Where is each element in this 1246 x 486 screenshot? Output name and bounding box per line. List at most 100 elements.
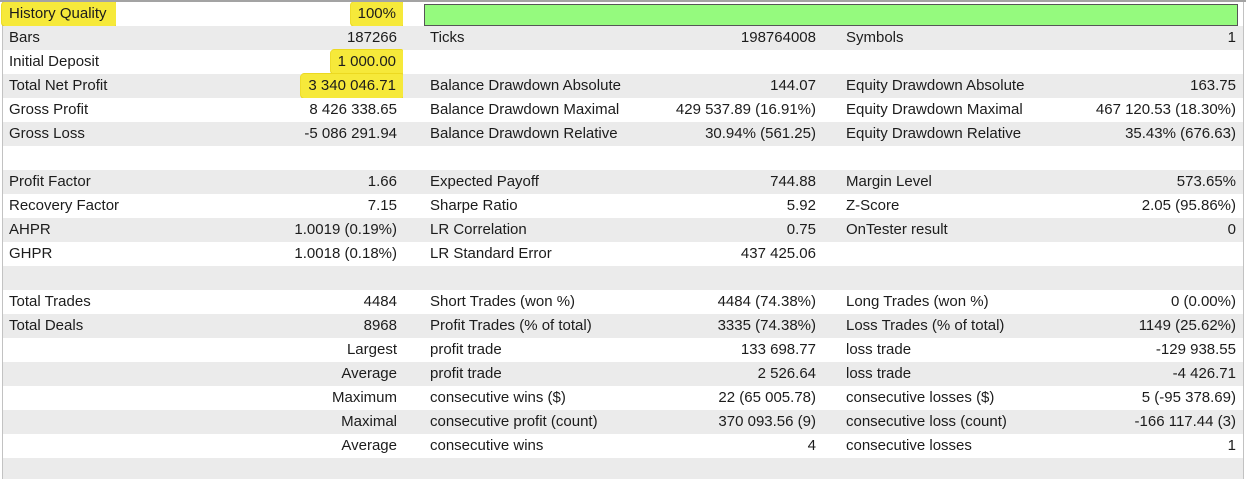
report-cell-col2: profit trade 2 526.64 — [430, 362, 816, 386]
report-cell-col3: Equity Drawdown Absolute 163.75 — [846, 74, 1236, 98]
table-row: AHPR 1.0019 (0.19%) LR Correlation 0.75 OnTe… — [3, 218, 1243, 242]
metric-label: Profit Trades (% of total) — [430, 317, 592, 334]
metric-value: 1.0018 (0.18%) — [294, 245, 397, 262]
report-cell-col2: LR Standard Error 437 425.06 — [430, 242, 816, 266]
metric-value: 3335 (74.38%) — [717, 317, 816, 334]
report-table: History Quality 100% Bars 187266 Ticks 198764… — [2, 2, 1244, 479]
report-cell-col1: Maximal — [3, 410, 397, 434]
table-row: Maximal consecutive profit (count) 370 093… — [3, 410, 1243, 434]
metric-label: Equity Drawdown Absolute — [846, 77, 1025, 94]
metric-value: 8968 — [363, 317, 397, 334]
metric-value: 4484 — [363, 293, 397, 310]
metric-label: Total Net Profit — [9, 77, 108, 94]
report-cell-col2: Short Trades (won %) 4484 (74.38%) — [430, 290, 816, 314]
table-row: Total Deals 8968 Profit Trades (% of total… — [3, 314, 1243, 338]
metric-value: 2 526.64 — [757, 365, 816, 382]
metric-value: 1 — [1227, 29, 1236, 46]
report-cell-col1: Largest — [3, 338, 397, 362]
metric-value: 144.07 — [770, 77, 816, 94]
metric-label: Initial Deposit — [9, 53, 100, 70]
table-row: Initial Deposit 1 000.00 — [3, 50, 1243, 74]
metric-value: -5 086 291.94 — [304, 125, 397, 142]
report-cell-col3: Symbols 1 — [846, 26, 1236, 50]
report-cell-col2: Balance Drawdown Relative 30.94% (561.25) — [430, 122, 816, 146]
table-row-empty — [3, 458, 1243, 479]
metric-value: 4484 (74.38%) — [717, 293, 816, 310]
report-cell-col2: Expected Payoff 744.88 — [430, 170, 816, 194]
report-cell-col1: GHPR 1.0018 (0.18%) — [3, 242, 397, 266]
report-cell-col2: Ticks 198764008 — [430, 26, 816, 50]
metric-value: 2.05 (95.86%) — [1141, 197, 1236, 214]
metric-label: Equity Drawdown Relative — [846, 125, 1022, 142]
report-cell-col2: Balance Drawdown Maximal 429 537.89 (16.9… — [430, 98, 816, 122]
metric-value: 0.75 — [786, 221, 816, 238]
metric-label: Gross Profit — [9, 101, 89, 118]
metric-label: consecutive losses ($) — [846, 389, 995, 406]
metric-label: Total Deals — [9, 317, 84, 334]
metric-label: Recovery Factor — [9, 197, 120, 214]
table-row: Maximum consecutive wins ($) 22 (65 005.78… — [3, 386, 1243, 410]
metric-value: 573.65% — [1176, 173, 1236, 190]
metric-label: profit trade — [430, 365, 502, 382]
metric-label: consecutive profit (count) — [430, 413, 598, 430]
metric-label: AHPR — [9, 221, 51, 238]
metric-value: Maximal — [341, 413, 397, 430]
metric-value: 5.92 — [786, 197, 816, 214]
metric-value: 163.75 — [1190, 77, 1236, 94]
report-cell-col3: Loss Trades (% of total) 1149 (25.62%) — [846, 314, 1236, 338]
report-cell-col2: profit trade 133 698.77 — [430, 338, 816, 362]
report-cell-col1: Initial Deposit 1 000.00 — [3, 50, 403, 74]
table-row: Profit Factor 1.66 Expected Payoff 744.88 Ma… — [3, 170, 1243, 194]
report-cell-col3: Equity Drawdown Relative 35.43% (676.63) — [846, 122, 1236, 146]
report-cell-col2: consecutive wins 4 — [430, 434, 816, 458]
report-cell-col3: Long Trades (won %) 0 (0.00%) — [846, 290, 1236, 314]
metric-value: 3 340 046.71 — [301, 74, 403, 98]
metric-label: Balance Drawdown Absolute — [430, 77, 621, 94]
metric-value: 1 000.00 — [330, 50, 403, 74]
metric-value: 8 426 338.65 — [309, 101, 397, 118]
metric-label: consecutive loss (count) — [846, 413, 1007, 430]
table-row: GHPR 1.0018 (0.18%) LR Standard Error 437 4… — [3, 242, 1243, 266]
metric-label: consecutive wins — [430, 437, 544, 454]
metric-value: Average — [341, 365, 397, 382]
metric-value: 30.94% (561.25) — [705, 125, 816, 142]
table-row: Average consecutive wins 4 consecutive loss… — [3, 434, 1243, 458]
metric-label: Z-Score — [846, 197, 900, 214]
metric-label: Profit Factor — [9, 173, 91, 190]
metric-value: 1.0019 (0.19%) — [294, 221, 397, 238]
metric-label: loss trade — [846, 365, 912, 382]
report-cell-col3: loss trade -4 426.71 — [846, 362, 1236, 386]
metric-value: 467 120.53 (18.30%) — [1095, 101, 1236, 118]
metric-value: 429 537.89 (16.91%) — [675, 101, 816, 118]
metric-value: 133 698.77 — [740, 341, 816, 358]
report-cell-col1: Bars 187266 — [3, 26, 397, 50]
metric-label: LR Correlation — [430, 221, 527, 238]
metric-value: 7.15 — [367, 197, 397, 214]
report-cell-col3: Z-Score 2.05 (95.86%) — [846, 194, 1236, 218]
history-quality-progress-bar — [424, 4, 1238, 26]
metric-label: Bars — [9, 29, 40, 46]
metric-value: 1149 (25.62%) — [1138, 317, 1236, 334]
report-cell-col1: Gross Loss -5 086 291.94 — [3, 122, 397, 146]
metric-value: 0 (0.00%) — [1170, 293, 1236, 310]
metric-label: Short Trades (won %) — [430, 293, 576, 310]
metric-value: Largest — [346, 341, 397, 358]
metric-label: Gross Loss — [9, 125, 85, 142]
report-cell-col3: consecutive losses ($) 5 (-95 378.69) — [846, 386, 1236, 410]
table-row-empty — [3, 266, 1243, 290]
metric-value: 187266 — [346, 29, 397, 46]
report-cell-col1: History Quality 100% — [2, 2, 403, 26]
metric-value: 5 (-95 378.69) — [1141, 389, 1236, 406]
report-cell-col2: consecutive wins ($) 22 (65 005.78) — [430, 386, 816, 410]
metric-value: -129 938.55 — [1155, 341, 1236, 358]
report-cell-col3: consecutive losses 1 — [846, 434, 1236, 458]
metric-label: History Quality — [2, 2, 116, 26]
table-row: Gross Profit 8 426 338.65 Balance Drawdown… — [3, 98, 1243, 122]
table-row: Total Trades 4484 Short Trades (won %) 4484… — [3, 290, 1243, 314]
metric-label: Sharpe Ratio — [430, 197, 518, 214]
report-cell-col3: Equity Drawdown Maximal 467 120.53 (18.30… — [846, 98, 1236, 122]
metric-label: LR Standard Error — [430, 245, 552, 262]
report-cell-col3: consecutive loss (count) -166 117.44 (3) — [846, 410, 1236, 434]
metric-value: 744.88 — [770, 173, 816, 190]
